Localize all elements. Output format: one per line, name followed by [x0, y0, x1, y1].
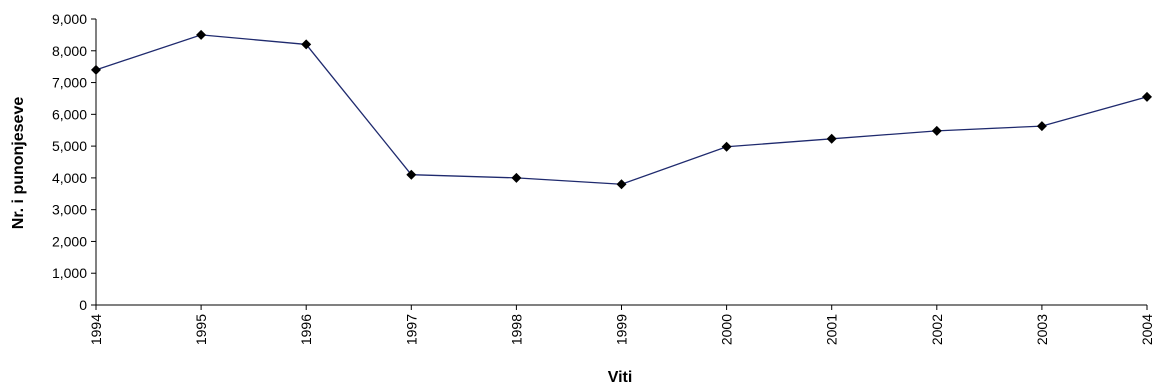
data-point-marker [826, 133, 837, 144]
y-axis: 0 1,000 2,000 3,000 4,000 5,000 6,000 7,000 8,00… [52, 11, 97, 313]
data-point-marker [91, 64, 101, 75]
y-axis-title: Nr. i punonjeseve [10, 97, 27, 230]
y-tick-label: 8,000 [52, 43, 87, 59]
x-tick-label: 2003 [1034, 314, 1050, 345]
data-point-marker [196, 29, 207, 40]
x-tick-label: 1996 [298, 314, 314, 345]
y-tick-label: 2,000 [52, 233, 87, 249]
y-tick-label: 3,000 [52, 202, 87, 218]
y-tick-label: 7,000 [52, 75, 87, 91]
y-tick-label: 0 [79, 297, 87, 313]
y-tick-label: 6,000 [52, 106, 87, 122]
data-point-marker [406, 169, 417, 180]
x-tick-label: 2001 [824, 314, 840, 345]
data-point-marker [1142, 91, 1152, 102]
y-tick-label: 5,000 [52, 138, 87, 154]
data-point-marker [931, 125, 942, 136]
x-tick-label: 1999 [614, 314, 630, 345]
y-tick-label: 1,000 [52, 265, 87, 281]
y-tick-label: 4,000 [52, 170, 87, 186]
x-tick-label: 2000 [719, 314, 735, 345]
series-layer [91, 29, 1152, 190]
x-axis-title: Viti [608, 369, 633, 385]
data-point-marker [721, 141, 732, 152]
x-tick-label: 1995 [193, 314, 209, 345]
x-tick-label: 1998 [508, 314, 524, 345]
data-point-marker [511, 172, 522, 183]
x-tick-label: 2004 [1139, 314, 1154, 345]
x-tick-label: 1994 [88, 314, 104, 345]
data-point-marker [1036, 121, 1047, 132]
series-line [95, 34, 1148, 185]
data-point-marker [616, 179, 627, 190]
data-point-marker [301, 39, 312, 50]
y-tick-label: 9,000 [52, 11, 87, 27]
x-axis: 1994 1995 1996 1997 1998 1999 2000 2001 2002 2003… [88, 304, 1154, 345]
x-tick-label: 1997 [403, 314, 419, 345]
x-tick-label: 2002 [929, 314, 945, 345]
